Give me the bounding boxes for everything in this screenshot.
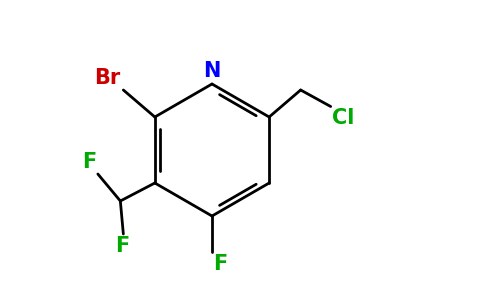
Text: Br: Br [94,68,121,88]
Text: F: F [115,236,129,256]
Text: N: N [203,61,221,81]
Text: F: F [213,254,228,274]
Text: Cl: Cl [332,108,355,128]
Text: F: F [82,152,96,172]
